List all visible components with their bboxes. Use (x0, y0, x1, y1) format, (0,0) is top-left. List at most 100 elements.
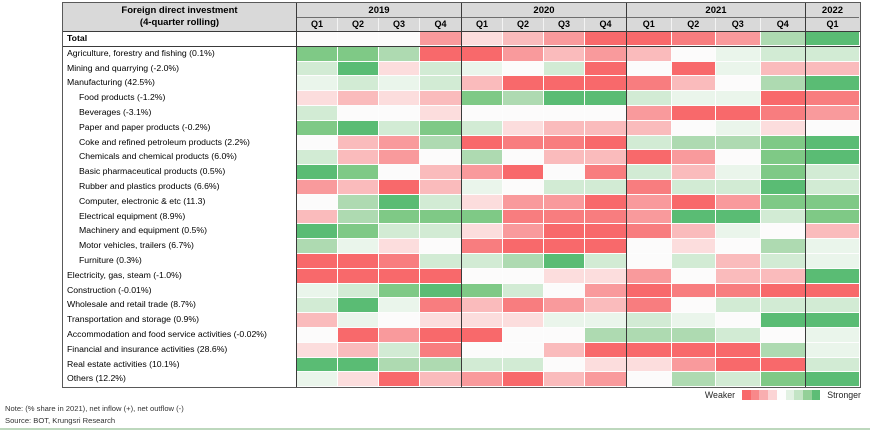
heatmap-cell (585, 194, 626, 210)
heatmap-cell (716, 165, 761, 180)
cell-group-2021 (627, 298, 806, 314)
heatmap-cell (462, 224, 503, 240)
cell-group-2021 (627, 120, 806, 136)
cell-group-2021 (627, 342, 806, 358)
cell-group-2022 (806, 209, 859, 225)
legend-swatch (768, 390, 777, 400)
heatmap-cell (671, 268, 716, 284)
row-cells (297, 313, 860, 328)
heatmap-cell (806, 209, 859, 225)
legend-swatch (811, 390, 821, 400)
heatmap-cell (760, 32, 805, 46)
heatmap-cell (503, 224, 544, 240)
row-label: Others (12.2%) (63, 372, 297, 388)
cell-group-2021 (627, 194, 806, 210)
table-row: Mining and quarrying (-2.0%) (63, 61, 860, 77)
heatmap-cell (379, 253, 420, 269)
heatmap-cell (462, 357, 503, 373)
cell-group-2020 (462, 313, 627, 328)
row-cells (297, 61, 860, 77)
cell-group-2020 (462, 61, 627, 77)
table-row: Electricity, gas, steam (-1.0%) (63, 268, 860, 284)
row-label: Financial and insurance activities (28.6… (63, 342, 297, 358)
heatmap-cell (716, 268, 761, 284)
row-cells (297, 372, 860, 388)
row-label: Furniture (0.3%) (63, 253, 297, 269)
heatmap-cell (297, 135, 338, 151)
heatmap-cell (716, 32, 761, 46)
heatmap-cell (760, 179, 805, 195)
heatmap-cell (462, 194, 503, 210)
heatmap-cell (544, 209, 585, 225)
heatmap-cell (503, 239, 544, 254)
heatmap-cell (585, 372, 626, 388)
heatmap-cell (585, 239, 626, 254)
heatmap-cell (671, 179, 716, 195)
cell-group-2020 (462, 120, 627, 136)
heatmap-cell (716, 327, 761, 343)
heatmap-cell (503, 298, 544, 314)
heatmap-cell (544, 194, 585, 210)
legend-swatch (794, 390, 803, 400)
row-cells (297, 298, 860, 314)
heatmap-cell (379, 179, 420, 195)
cell-group-2019 (297, 105, 462, 121)
heatmap-cell (627, 76, 672, 92)
heatmap-cell (671, 61, 716, 77)
heatmap-cell (627, 32, 672, 46)
cell-group-2021 (627, 268, 806, 284)
heatmap-cell (671, 165, 716, 180)
cell-group-2020 (462, 239, 627, 254)
heatmap-cell (379, 283, 420, 299)
cell-group-2019 (297, 209, 462, 225)
heatmap-cell (671, 120, 716, 136)
cell-group-2021 (627, 165, 806, 180)
quarter-label: Q2 (338, 18, 379, 31)
heatmap-cell (671, 239, 716, 254)
table-row: Total (63, 32, 860, 47)
heatmap-cell (627, 224, 672, 240)
heatmap-cell (379, 357, 420, 373)
heatmap-cell (585, 165, 626, 180)
heatmap-cell (671, 224, 716, 240)
heatmap-cell (806, 313, 859, 328)
heatmap-cell (462, 165, 503, 180)
heatmap-cell (627, 150, 672, 166)
quarter-label: Q2 (672, 18, 716, 31)
heatmap-cell (420, 253, 461, 269)
row-cells (297, 46, 860, 62)
heatmap-cell (338, 342, 379, 358)
heatmap-cell (503, 105, 544, 121)
quarter-label: Q4 (599, 19, 612, 29)
cell-group-2022 (806, 239, 859, 254)
heatmap-cell (379, 105, 420, 121)
legend-stronger-label: Stronger (827, 390, 861, 400)
legend-swatch (742, 390, 751, 400)
table-row: Others (12.2%) (63, 372, 860, 388)
heatmap-cell (627, 105, 672, 121)
heatmap-cell (544, 179, 585, 195)
cell-group-2022 (806, 224, 859, 240)
heatmap-cell (627, 91, 672, 106)
heatmap-cell (716, 194, 761, 210)
row-label: Electricity, gas, steam (-1.0%) (63, 268, 297, 284)
heatmap-cell (379, 61, 420, 77)
heatmap-cell (379, 327, 420, 343)
cell-group-2022 (806, 194, 859, 210)
heatmap-cell (671, 135, 716, 151)
row-cells (297, 342, 860, 358)
heatmap-cell (420, 239, 461, 254)
table-title: Foreign direct investment (4-quarter rol… (63, 3, 297, 31)
heatmap-cell (420, 61, 461, 77)
heatmap-cell (462, 298, 503, 314)
heatmap-cell (585, 179, 626, 195)
heatmap-cell (627, 209, 672, 225)
heatmap-cell (806, 76, 859, 92)
table-row: Computer, electronic & etc (11.3) (63, 194, 860, 210)
heatmap-cell (379, 313, 420, 328)
cell-group-2019 (297, 179, 462, 195)
row-cells (297, 268, 860, 284)
heatmap-cell (585, 313, 626, 328)
heatmap-cell (503, 46, 544, 62)
heatmap-cell (627, 357, 672, 373)
